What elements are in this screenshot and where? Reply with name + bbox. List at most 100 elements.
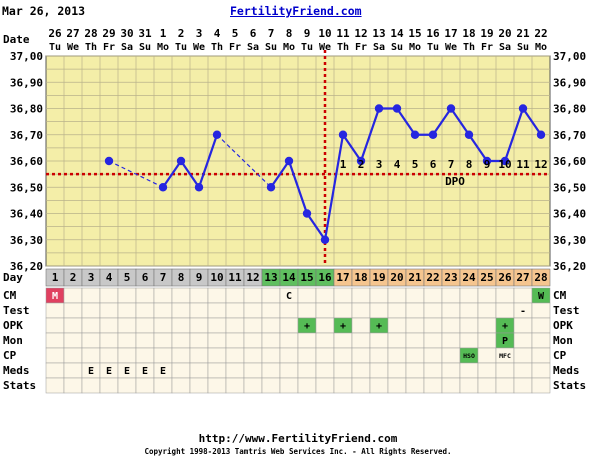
obs-cell xyxy=(513,317,533,334)
obs-cell xyxy=(387,317,407,334)
obs-cell xyxy=(279,347,299,364)
row-label-left: OPK xyxy=(3,319,23,332)
obs-cell xyxy=(405,317,425,334)
y-tick-label-left: 36,20 xyxy=(10,260,43,273)
obs-cell xyxy=(531,377,551,394)
cycle-day-label: 6 xyxy=(142,271,149,284)
date-label: 3 xyxy=(196,27,203,40)
weekday-label: Mo xyxy=(157,42,169,53)
obs-cell xyxy=(387,362,407,379)
obs-cell xyxy=(279,362,299,379)
footer-copyright: Copyright 1998-2013 Tamtris Web Services… xyxy=(144,447,452,456)
temp-point xyxy=(104,156,114,166)
obs-cell xyxy=(45,317,65,334)
obs-cell xyxy=(531,362,551,379)
weekday-label: Su xyxy=(391,42,403,53)
weekday-label: Sa xyxy=(373,42,385,53)
obs-cell xyxy=(99,317,119,334)
obs-cell xyxy=(135,317,155,334)
header-site-link[interactable]: FertilityFriend.com xyxy=(230,4,362,18)
dpo-number: 11 xyxy=(516,158,530,171)
temp-point xyxy=(194,183,204,192)
obs-cell xyxy=(99,332,119,349)
cycle-day-label: 16 xyxy=(318,271,332,284)
obs-cell xyxy=(81,302,101,319)
weekday-label: Su xyxy=(139,42,151,53)
obs-cell xyxy=(225,362,245,379)
obs-cell xyxy=(423,377,443,394)
obs-cell xyxy=(351,362,371,379)
obs-cell xyxy=(63,362,83,379)
cycle-day-label: 5 xyxy=(124,271,131,284)
temp-point xyxy=(410,130,420,139)
obs-cell xyxy=(207,302,227,319)
cycle-day-label: 25 xyxy=(480,271,493,284)
obs-cell xyxy=(387,377,407,394)
obs-cell xyxy=(441,377,461,394)
y-tick-label-left: 36,60 xyxy=(10,155,43,168)
date-label: 29 xyxy=(102,27,115,40)
obs-cell xyxy=(333,332,353,349)
obs-value: + xyxy=(304,321,310,332)
obs-cell xyxy=(225,377,245,394)
obs-cell xyxy=(153,347,173,364)
weekday-label: Fr xyxy=(229,42,241,53)
row-label-right: Meds xyxy=(553,364,580,377)
obs-value: W xyxy=(538,291,545,302)
obs-cell xyxy=(477,302,497,319)
date-label: 2 xyxy=(178,27,185,40)
temp-line-segment xyxy=(270,160,290,188)
obs-cell xyxy=(207,377,227,394)
temp-point xyxy=(302,209,312,218)
row-label-left: Stats xyxy=(3,379,36,392)
obs-cell xyxy=(531,347,551,364)
y-tick-label-right: 36,30 xyxy=(553,234,586,247)
weekday-label: Fr xyxy=(481,42,493,53)
obs-cell xyxy=(45,362,65,379)
dpo-number: 2 xyxy=(358,158,365,171)
obs-cell xyxy=(369,302,389,319)
obs-cell xyxy=(261,332,281,349)
obs-cell xyxy=(315,377,335,394)
obs-cell xyxy=(135,287,155,304)
obs-cell xyxy=(315,302,335,319)
obs-cell xyxy=(243,332,263,349)
obs-cell xyxy=(351,302,371,319)
date-label: 1 xyxy=(160,27,167,40)
obs-value: HSO xyxy=(463,352,475,360)
obs-cell xyxy=(477,332,497,349)
y-tick-label-right: 36,60 xyxy=(553,155,586,168)
obs-cell xyxy=(279,302,299,319)
obs-cell xyxy=(513,362,533,379)
obs-cell xyxy=(459,287,479,304)
y-tick-label-left: 36,30 xyxy=(10,234,43,247)
obs-cell xyxy=(423,287,443,304)
obs-cell xyxy=(261,302,281,319)
obs-cell xyxy=(207,287,227,304)
temp-line-segment xyxy=(468,134,488,162)
obs-cell xyxy=(459,302,479,319)
cycle-day-label: 13 xyxy=(264,271,277,284)
obs-cell xyxy=(369,347,389,364)
obs-cell xyxy=(351,332,371,349)
obs-cell xyxy=(387,332,407,349)
obs-cell xyxy=(297,287,317,304)
y-tick-label-right: 36,50 xyxy=(553,181,586,194)
obs-cell xyxy=(297,302,317,319)
weekday-label: We xyxy=(193,42,205,53)
weekday-label: Th xyxy=(85,42,97,53)
temp-point xyxy=(320,235,330,244)
temp-line-segment xyxy=(450,107,470,136)
temp-point xyxy=(356,156,366,166)
y-tick-label-right: 36,40 xyxy=(553,208,586,221)
obs-cell xyxy=(369,287,389,304)
temp-point xyxy=(536,130,546,139)
row-label-right: CP xyxy=(553,349,567,362)
weekday-label: Tu xyxy=(175,42,187,53)
obs-cell xyxy=(63,287,83,304)
obs-cell xyxy=(315,347,335,364)
y-tick-label-left: 36,70 xyxy=(10,129,43,142)
row-label-left: CM xyxy=(3,289,17,302)
obs-cell xyxy=(63,377,83,394)
footer-url-link[interactable]: http://www.FertilityFriend.com xyxy=(198,432,398,445)
